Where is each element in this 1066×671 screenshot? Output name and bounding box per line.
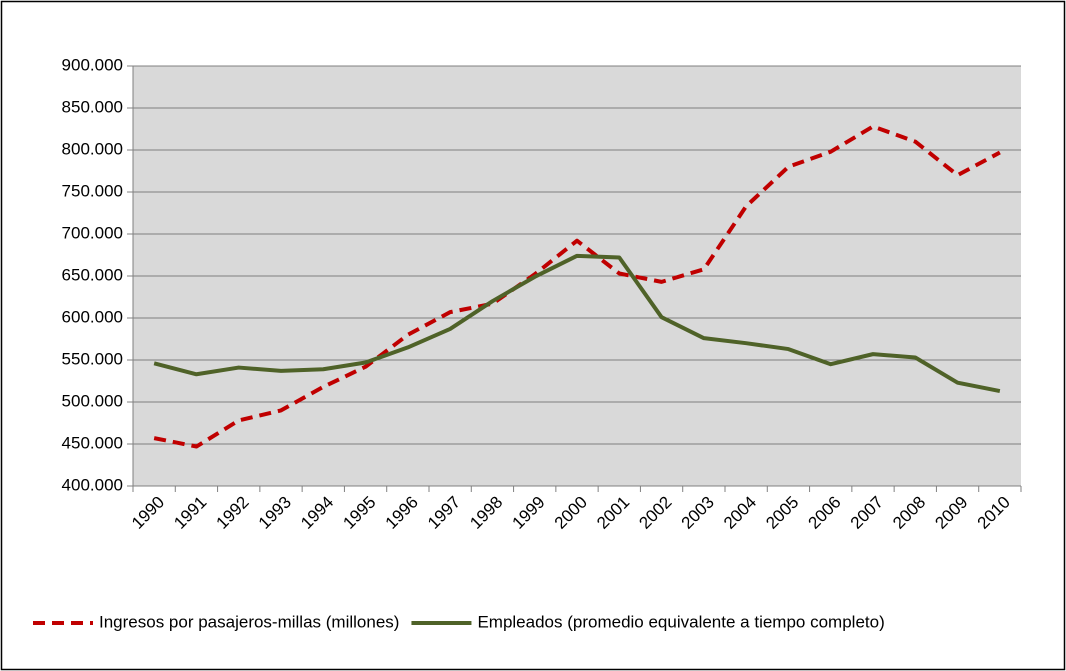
series-line [153,253,1001,394]
series-line [153,124,1001,449]
y-tick-label: 850.000 [62,97,123,116]
y-tick-label: 400.000 [62,475,123,494]
y-tick-label: 900.000 [62,55,123,74]
y-tick-label: 500.000 [62,391,123,410]
y-tick-label: 800.000 [62,139,123,158]
y-tick-label: 750.000 [62,181,123,200]
legend-label: Empleados (promedio equivalente a tiempo… [477,612,884,631]
y-tick-label: 450.000 [62,433,123,452]
y-tick-label: 550.000 [62,349,123,368]
legend-label: Ingresos por pasajeros-millas (millones) [99,612,399,631]
y-tick-label: 600.000 [62,307,123,326]
y-tick-label: 650.000 [62,265,123,284]
y-tick-label: 700.000 [62,223,123,242]
